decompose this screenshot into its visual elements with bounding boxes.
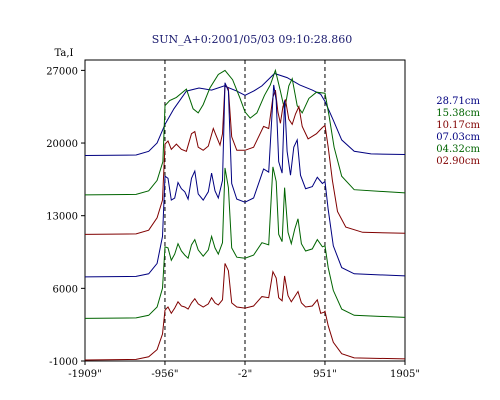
series-line-3 (84, 82, 406, 278)
legend-item-3: 07.03cm (436, 132, 480, 143)
legend-item-1: 15.38cm (436, 108, 480, 119)
legend-item-0: 28.71cm (436, 96, 480, 107)
x-axis-ticks: -1909" -956" -2" 951" 1905" (68, 361, 420, 380)
y-axis-ticks: 27000 20000 13000 6000 -1000 (46, 66, 85, 368)
y-axis-label: Ta,I (55, 48, 74, 59)
series-line-4 (84, 166, 406, 319)
x-tick-label-3: 951" (313, 369, 337, 380)
dashed-reference-lines (164, 60, 326, 361)
series-line-1 (84, 68, 406, 196)
y-tick-label-0: 27000 (46, 66, 78, 77)
y-tick-label-3: 6000 (53, 284, 78, 295)
x-tick-label-1: -956" (151, 369, 178, 380)
x-tick-label-0: -1909" (68, 369, 101, 380)
y-tick-label-4: -1000 (49, 357, 78, 368)
legend-item-4: 04.32cm (436, 144, 480, 155)
series-line-0 (84, 72, 406, 156)
y-tick-label-2: 13000 (46, 212, 78, 223)
legend-item-5: 02.90cm (436, 156, 480, 167)
chart-title: SUN_A+0:2001/05/03 09:10:28.860 (152, 33, 353, 46)
y-tick-label-1: 20000 (46, 139, 78, 150)
series-line-5 (84, 263, 406, 361)
series-line-2 (84, 82, 406, 235)
x-tick-label-4: 1905" (390, 369, 420, 380)
series-group (84, 68, 406, 361)
legend-item-2: 10.17cm (436, 120, 480, 131)
x-tick-label-2: -2" (238, 369, 252, 380)
legend: 28.71cm15.38cm10.17cm07.03cm04.32cm02.90… (436, 96, 480, 167)
